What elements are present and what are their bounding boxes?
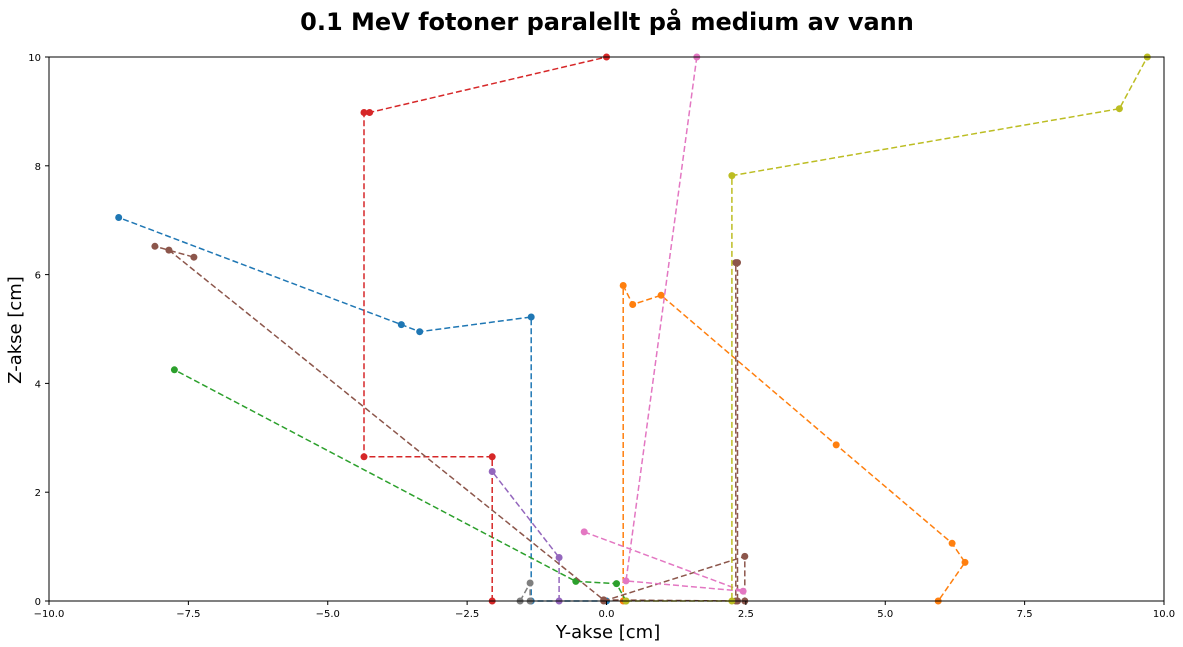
data-point — [151, 242, 159, 250]
series-line — [154, 245, 746, 602]
y-axis-label: Z-akse [cm] — [5, 276, 26, 384]
y-tick-label: 8 — [35, 162, 41, 173]
x-tick-label: 2.5 — [738, 609, 754, 620]
x-tick-label: −5.0 — [316, 609, 340, 620]
y-tick-label: 10 — [28, 53, 41, 64]
x-tick-label: 10.0 — [1153, 609, 1175, 620]
data-point — [728, 172, 736, 180]
x-tick-label: −7.5 — [176, 609, 200, 620]
y-tick-label: 6 — [35, 271, 41, 282]
data-point — [961, 558, 969, 566]
data-point — [526, 579, 534, 587]
x-tick-label: 0.0 — [599, 609, 615, 620]
series-5 — [488, 468, 563, 605]
series-7 — [580, 53, 747, 595]
plot-area — [115, 53, 1151, 605]
data-point — [619, 282, 627, 289]
data-point — [170, 366, 178, 374]
series-3 — [170, 366, 630, 605]
series-2 — [619, 282, 969, 605]
data-point — [416, 328, 424, 336]
x-tick-label: 7.5 — [1017, 609, 1033, 620]
data-point — [600, 596, 608, 604]
series-line — [626, 56, 1148, 602]
plot-frame — [48, 56, 1165, 602]
x-tick-label: −10.0 — [34, 609, 65, 620]
series-line — [174, 369, 627, 602]
x-axis-label: Y-akse [cm] — [555, 622, 660, 643]
data-point — [580, 528, 588, 536]
data-point — [360, 109, 368, 116]
y-tick-label: 4 — [35, 379, 41, 390]
data-point — [622, 577, 630, 585]
data-point — [527, 313, 535, 321]
series-9 — [622, 53, 1151, 605]
chart-title: 0.1 MeV fotoner paralellt på medium av v… — [300, 7, 914, 36]
data-point — [115, 214, 123, 221]
series-line — [622, 285, 966, 602]
series-4 — [360, 53, 610, 605]
series-line — [583, 56, 744, 592]
data-point — [613, 580, 620, 588]
axes: −10.0 −7.5 −5.0 −2.5 0.0 2.5 5.0 7.5 10.0 0 2 4 6 8 10 — [28, 53, 1175, 620]
x-tick-label: 5.0 — [877, 609, 893, 620]
series-6 — [151, 242, 749, 605]
data-point — [741, 552, 749, 560]
data-point — [832, 441, 840, 449]
series-1 — [115, 214, 610, 605]
series-line — [363, 56, 607, 601]
y-tick-label: 0 — [35, 597, 41, 608]
data-point — [165, 246, 173, 254]
data-point — [488, 468, 496, 475]
data-point — [360, 453, 368, 461]
data-point — [1115, 105, 1123, 113]
data-point — [366, 109, 374, 116]
data-point — [488, 453, 496, 461]
data-point — [555, 554, 563, 561]
data-point — [739, 587, 747, 595]
x-tick-label: −2.5 — [455, 609, 479, 620]
data-point — [190, 253, 198, 261]
data-point — [397, 321, 405, 329]
data-point — [657, 291, 665, 299]
series-line — [118, 216, 607, 602]
data-point — [948, 539, 956, 547]
series-line — [491, 471, 560, 601]
y-tick-label: 2 — [35, 488, 41, 499]
data-point — [629, 301, 637, 308]
data-point — [734, 259, 741, 267]
